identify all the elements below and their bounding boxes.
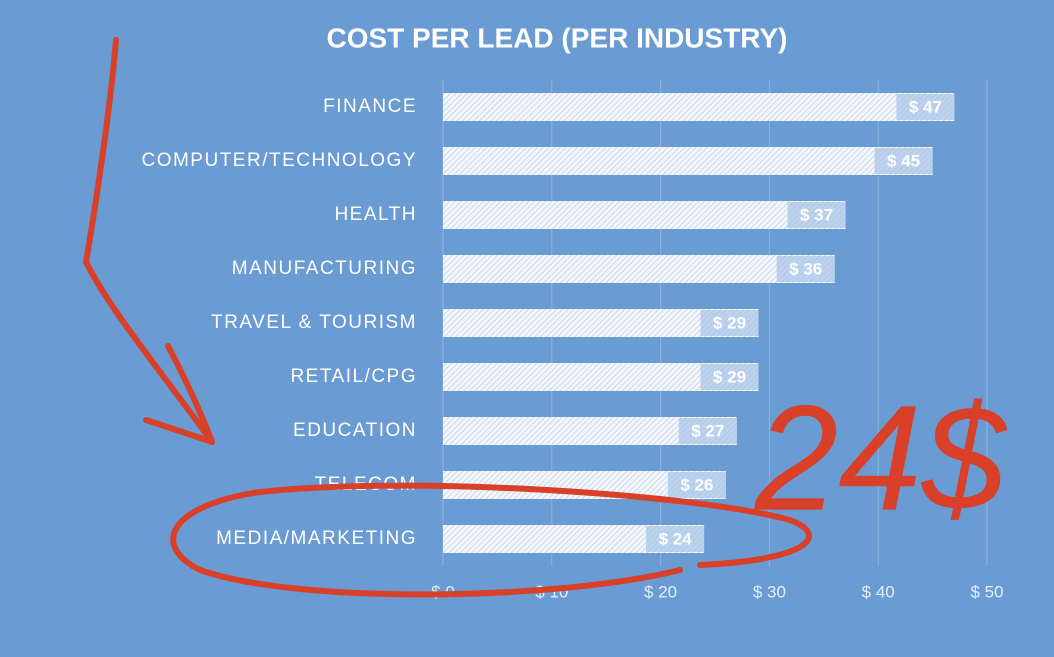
- x-tick-label: $ 20: [644, 582, 677, 601]
- value-label-box: [667, 472, 726, 498]
- value-label: $ 29: [713, 313, 746, 332]
- bar: [443, 255, 835, 283]
- annotation: 24$: [754, 374, 1008, 542]
- y-tick-label: TRAVEL & TOURISM: [211, 312, 417, 333]
- chart-title: COST PER LEAD (PER INDUSTRY): [327, 22, 788, 53]
- x-tick-label: $ 30: [753, 582, 786, 601]
- x-tick-label: $ 40: [862, 582, 895, 601]
- y-tick-label: HEALTH: [334, 204, 417, 225]
- handwriting: [83, 37, 812, 598]
- arrow-head: [143, 343, 215, 445]
- arrow: [83, 37, 215, 445]
- value-label: $ 27: [691, 421, 724, 440]
- value-label: $ 26: [680, 475, 713, 494]
- x-tick-label: $ 50: [970, 582, 1003, 601]
- value-label: $ 36: [789, 259, 822, 278]
- bar: [443, 147, 933, 175]
- value-label-box: [700, 364, 759, 390]
- y-tick-label: MANUFACTURING: [232, 258, 417, 279]
- bar: [443, 201, 846, 229]
- value-label: $ 45: [887, 151, 920, 170]
- value-label: $ 37: [800, 205, 833, 224]
- value-label-box: [646, 526, 705, 552]
- bar: [443, 93, 955, 121]
- value-label-box: [700, 310, 759, 336]
- circle: [170, 482, 812, 598]
- value-label-box: [874, 148, 933, 174]
- value-label: $ 24: [659, 529, 693, 548]
- y-tick-label: COMPUTER/TECHNOLOGY: [141, 150, 417, 171]
- value-label-box: [896, 94, 955, 120]
- y-tick-label: EDUCATION: [293, 420, 417, 441]
- value-label: $ 47: [909, 97, 942, 116]
- y-tick-label: MEDIA/MARKETING: [216, 528, 417, 549]
- value-label: $ 29: [713, 367, 746, 386]
- value-label-box: [678, 418, 737, 444]
- y-tick-label: RETAIL/CPG: [290, 366, 417, 387]
- value-label-box: [787, 202, 846, 228]
- value-label-box: [776, 256, 835, 282]
- y-tick-label: FINANCE: [323, 96, 417, 117]
